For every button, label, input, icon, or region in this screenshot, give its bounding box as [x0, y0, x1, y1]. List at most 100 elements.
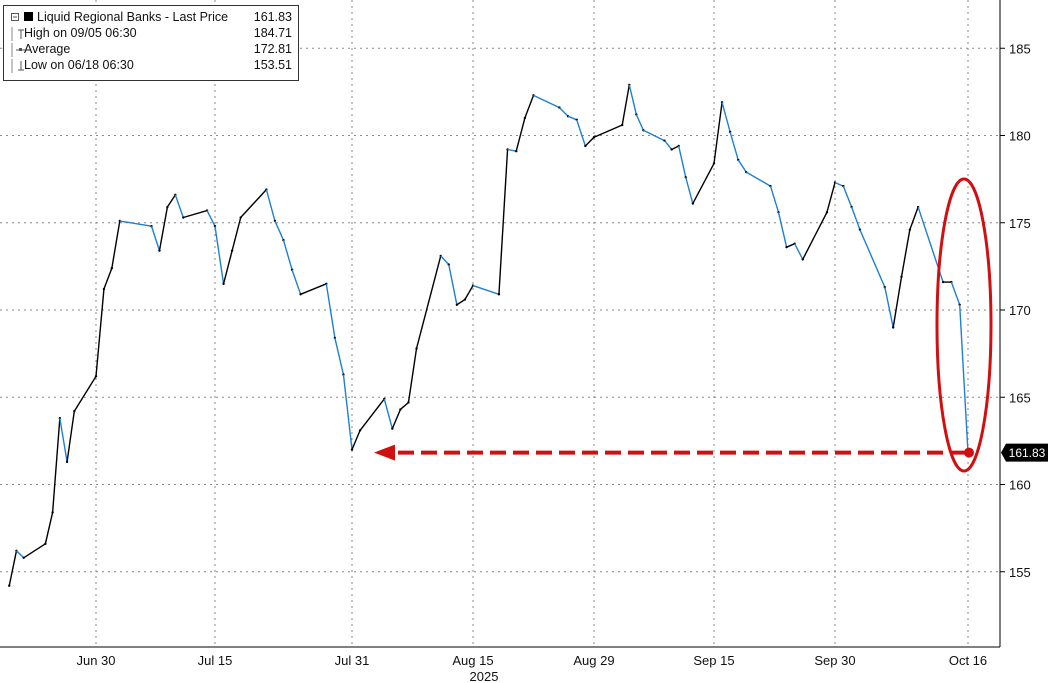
price-segment	[214, 226, 225, 284]
x-tick-label: Jun 30	[76, 653, 115, 668]
price-segment	[729, 131, 739, 161]
price-segment	[884, 287, 894, 328]
price-segment	[685, 177, 694, 204]
price-segment	[794, 243, 804, 260]
price-segment	[66, 411, 76, 462]
price-segment	[407, 348, 418, 403]
price-segment	[576, 119, 587, 147]
price-segment	[900, 229, 911, 277]
price-segment	[713, 102, 723, 164]
price-segment	[174, 194, 184, 218]
price-segment	[231, 217, 242, 251]
x-tick-label: Jul 31	[335, 653, 370, 668]
price-segment	[834, 181, 844, 187]
y-tick-label: 170	[1009, 303, 1031, 318]
chart-annotations: 161.83	[374, 177, 1048, 473]
price-segment	[628, 84, 638, 115]
price-segment	[567, 115, 577, 121]
price-segment	[892, 276, 903, 328]
price-segment	[166, 194, 176, 208]
legend-low-label: Low on 06/18 06:30	[24, 58, 134, 72]
price-segment	[958, 304, 969, 453]
legend-average-label: Average	[24, 42, 71, 56]
y-tick-label: 180	[1009, 129, 1031, 144]
price-segment	[359, 398, 385, 431]
price-segment	[51, 418, 61, 513]
price-segment	[391, 409, 402, 429]
price-segment	[678, 145, 687, 178]
price-segment	[23, 543, 46, 559]
low-marker-icon	[11, 59, 24, 73]
price-segment	[786, 243, 795, 248]
price-segment	[44, 512, 54, 544]
y-tick-label: 160	[1009, 478, 1031, 493]
comparison-arrowhead	[374, 444, 395, 461]
price-segment	[342, 374, 353, 450]
price-segment	[533, 94, 560, 109]
legend-row-average: Average 172.81	[4, 41, 298, 57]
price-segment	[950, 281, 961, 306]
y-tick-label: 185	[1009, 41, 1031, 56]
price-segment	[464, 285, 474, 300]
price-segment	[415, 255, 442, 349]
chart-grid	[0, 0, 1000, 647]
price-segment	[73, 375, 97, 412]
axis-labels: 155 160 165 170 175 180 185 Jun 30 Jul 15 Jul 31 A…	[76, 41, 1030, 683]
price-segment	[692, 163, 715, 204]
selloff-highlight-ellipse	[935, 177, 993, 473]
x-tick-label: Sep 15	[693, 653, 734, 668]
price-segment	[456, 298, 466, 306]
price-segment	[664, 140, 673, 150]
price-segment	[383, 398, 394, 429]
price-segment	[119, 220, 152, 227]
price-segment	[274, 220, 285, 241]
price-segment	[440, 255, 450, 266]
last-price-tag	[1001, 443, 1048, 462]
x-tick-label: Oct 16	[949, 653, 987, 668]
price-segment	[635, 114, 645, 131]
legend-last-value: 161.83	[253, 10, 292, 24]
price-segment	[334, 337, 345, 375]
price-segment	[842, 185, 853, 208]
price-series	[8, 83, 970, 587]
price-segment	[826, 182, 836, 213]
x-tick-label: Aug 15	[452, 653, 493, 668]
y-tick-label: 165	[1009, 390, 1031, 405]
price-segment	[593, 124, 623, 138]
x-tick-label: Aug 29	[573, 653, 614, 668]
price-segment	[399, 401, 409, 410]
price-segment	[721, 102, 731, 133]
price-segment	[206, 210, 216, 227]
price-segment	[498, 149, 509, 295]
collapse-icon[interactable]	[11, 11, 21, 23]
legend-row-high: High on 09/05 06:30 184.71	[4, 25, 298, 41]
x-tick-label: Jul 15	[198, 653, 233, 668]
price-segment	[351, 430, 361, 450]
legend-row-last-price: Liquid Regional Banks - Last Price 161.8…	[4, 9, 298, 25]
x-tick-label: Sep 30	[814, 653, 855, 668]
y-tick-label: 175	[1009, 216, 1031, 231]
price-segment	[183, 209, 208, 219]
chart-axes	[0, 0, 1005, 648]
price-segment	[325, 283, 336, 339]
price-segment	[472, 284, 500, 295]
price-segment	[909, 206, 919, 230]
series-swatch	[24, 12, 33, 21]
x-axis-year-label: 2025	[470, 669, 499, 683]
price-segment	[621, 84, 630, 126]
price-segment	[103, 267, 113, 290]
price-segment	[515, 117, 526, 152]
price-segment	[15, 550, 25, 559]
price-segment	[111, 220, 121, 269]
legend-row-low: Low on 06/18 06:30 153.51	[4, 57, 298, 73]
price-segment	[745, 171, 771, 187]
price-segment	[643, 129, 665, 142]
price-segment	[300, 283, 327, 295]
price-segment	[240, 189, 267, 218]
price-segment	[95, 288, 105, 377]
price-segment	[859, 229, 886, 288]
price-segment	[282, 240, 293, 271]
legend-high-value: 184.71	[253, 26, 292, 40]
price-segment	[769, 185, 780, 213]
